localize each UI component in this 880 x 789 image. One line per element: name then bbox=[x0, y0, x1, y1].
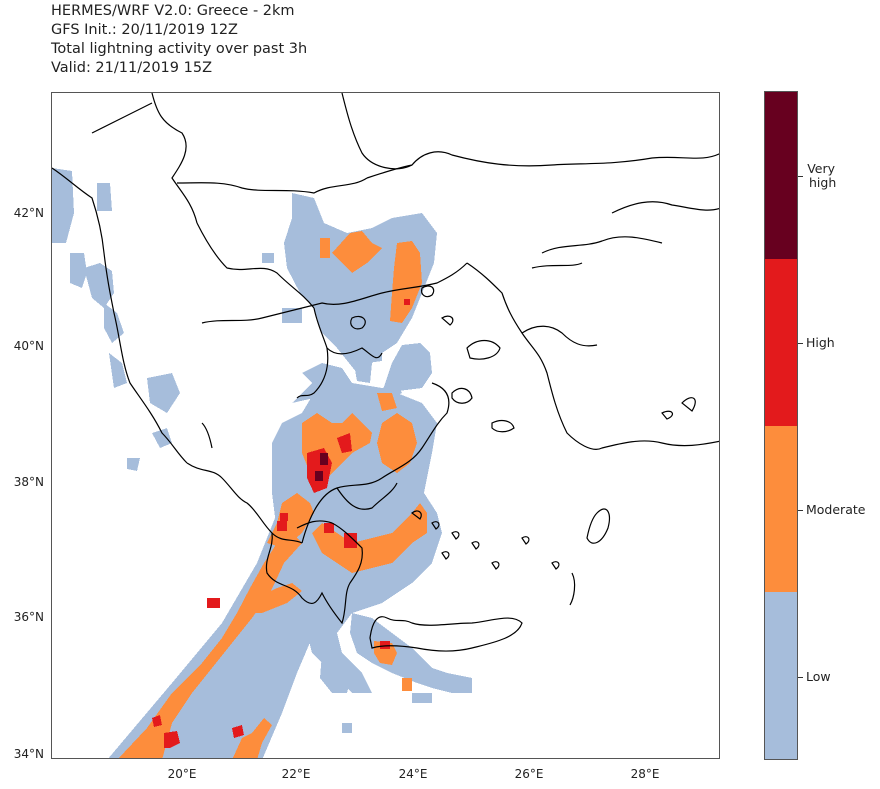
y-tick-38n: 38°N bbox=[13, 475, 44, 489]
colorbar-label-moderate: Moderate bbox=[806, 502, 866, 517]
colorbar bbox=[764, 91, 798, 760]
x-tick-26e: 26°E bbox=[514, 767, 544, 781]
coastline-layer bbox=[52, 93, 719, 652]
map-canvas bbox=[52, 93, 719, 758]
x-tick-22e: 22°E bbox=[281, 767, 311, 781]
lightning-very-high-layer bbox=[315, 453, 328, 481]
x-tick-20e: 20°E bbox=[167, 767, 197, 781]
colorbar-tick-high bbox=[798, 343, 803, 344]
title-variable: Total lightning activity over past 3h bbox=[51, 41, 308, 57]
colorbar-label-very-high-line1: Very bbox=[807, 161, 836, 176]
x-tick-28e: 28°E bbox=[630, 767, 660, 781]
x-tick-24e: 24°E bbox=[398, 767, 428, 781]
map-panel bbox=[51, 92, 720, 759]
y-tick-34n: 34°N bbox=[13, 747, 44, 761]
y-tick-40n: 40°N bbox=[13, 339, 44, 353]
y-tick-36n: 36°N bbox=[13, 610, 44, 624]
colorbar-segment-low bbox=[765, 592, 797, 759]
colorbar-tick-moderate bbox=[798, 510, 803, 511]
colorbar-segment-high bbox=[765, 258, 797, 426]
colorbar-label-very-high-line2: high bbox=[809, 175, 837, 190]
colorbar-label-low: Low bbox=[806, 669, 831, 684]
colorbar-segment-moderate bbox=[765, 425, 797, 593]
title-model: HERMES/WRF V2.0: Greece - 2km bbox=[51, 3, 295, 19]
colorbar-label-high: High bbox=[806, 335, 835, 350]
title-valid: Valid: 21/11/2019 15Z bbox=[51, 60, 213, 76]
chart-title-block: HERMES/WRF V2.0: Greece - 2km GFS Init.:… bbox=[51, 2, 307, 78]
colorbar-segment-very-high bbox=[765, 92, 797, 259]
colorbar-tick-low bbox=[798, 677, 803, 678]
colorbar-label-very-high: Very high bbox=[806, 162, 836, 190]
y-tick-42n: 42°N bbox=[13, 206, 44, 220]
colorbar-tick-very-high bbox=[798, 176, 803, 177]
title-init: GFS Init.: 20/11/2019 12Z bbox=[51, 22, 238, 38]
